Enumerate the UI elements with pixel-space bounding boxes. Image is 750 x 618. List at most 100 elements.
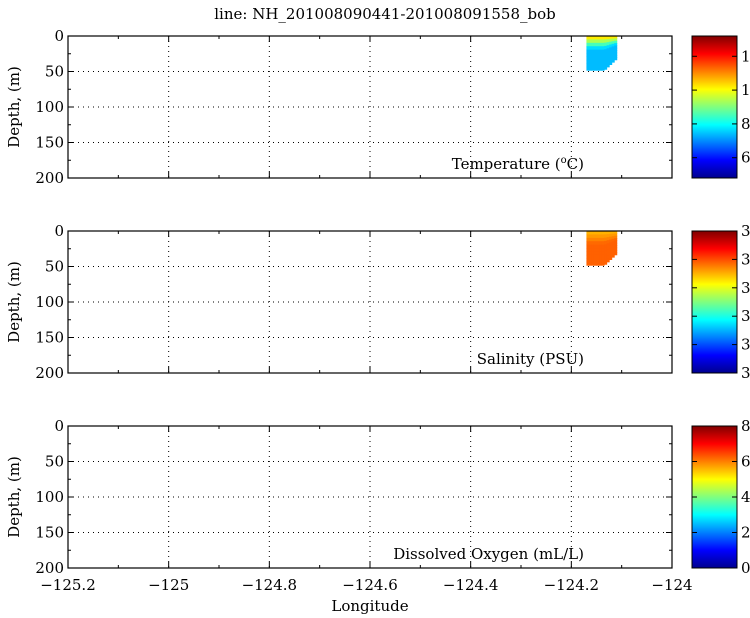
data-cell [609, 55, 613, 60]
data-cell [604, 42, 608, 47]
data-cell [614, 45, 618, 49]
data-cell [601, 231, 605, 236]
data-cell [611, 56, 615, 61]
data-cell [601, 258, 605, 263]
data-cell [599, 261, 603, 266]
data-cell [596, 59, 600, 64]
data-cell [604, 254, 608, 259]
data-cell [591, 36, 595, 41]
data-cell [611, 231, 615, 235]
data-cell [601, 63, 605, 68]
data-cell [614, 242, 618, 246]
data-cell [609, 41, 613, 46]
data-cell [586, 237, 590, 242]
data-cell [604, 45, 608, 50]
colorbar-tick-label: 8 [741, 417, 750, 435]
colorbar-tick-label: 31 [741, 336, 750, 354]
data-cell [606, 51, 610, 56]
data-cell [604, 36, 608, 40]
colorbar [691, 230, 738, 374]
data-cell [609, 253, 613, 258]
y-tick-label: 50 [45, 63, 64, 81]
data-cell [604, 247, 608, 252]
data-cell [586, 63, 590, 68]
data-cell [609, 47, 613, 51]
y-tick-label: 100 [35, 293, 64, 311]
data-cell [606, 63, 610, 68]
data-cell [588, 251, 593, 256]
data-cell [588, 234, 593, 239]
data-cell [611, 54, 615, 58]
data-cell [591, 56, 595, 61]
data-cell [611, 233, 615, 237]
panel-label-text: Temperature ( [452, 155, 561, 173]
data-cell [588, 231, 593, 236]
data-cell [591, 254, 595, 259]
data-cell [606, 48, 610, 52]
data-cell [601, 241, 605, 246]
y-axis-label: Depth, (m) [5, 66, 23, 148]
data-cell [591, 59, 595, 64]
colorbar-tick-label: 32 [741, 307, 750, 325]
data-cell [599, 248, 603, 253]
data-cell [599, 234, 603, 239]
y-tick-label: 200 [35, 559, 64, 577]
data-cell [611, 36, 615, 40]
data-cell [593, 258, 598, 263]
data-cell [586, 251, 590, 256]
data-cell [609, 44, 613, 48]
data-cell [586, 241, 590, 246]
data-cell [593, 248, 598, 253]
data-cell [604, 250, 608, 255]
data-cell [586, 59, 590, 64]
y-tick-label: 100 [35, 488, 64, 506]
data-cell [593, 46, 598, 51]
data-cell [609, 231, 613, 235]
data-cell [591, 49, 595, 54]
data-cell [588, 59, 593, 64]
data-cell [588, 254, 593, 259]
x-tick-label: −124.4 [443, 576, 499, 594]
data-cell [614, 47, 618, 51]
data-cell [606, 234, 610, 238]
data-cell [614, 52, 618, 56]
data-cell [601, 251, 605, 256]
data-cell [611, 38, 615, 42]
data-cell [609, 38, 613, 43]
data-cell [599, 237, 603, 242]
data-cell [611, 251, 615, 256]
colorbar-tick-label: 30 [741, 364, 750, 382]
y-tick-label: 0 [54, 27, 64, 45]
data-cell [596, 234, 600, 239]
data-cell [593, 53, 598, 58]
data-cell [606, 60, 610, 65]
panel-label: Temperature (oC) [452, 155, 584, 173]
data-cell [606, 258, 610, 263]
data-cell [614, 249, 618, 253]
data-cell [606, 243, 610, 247]
data-cell [609, 50, 613, 54]
data-cell [601, 59, 605, 64]
y-tick-label: 200 [35, 169, 64, 187]
data-cell [601, 66, 605, 71]
data-cell [614, 50, 618, 54]
colorbar [691, 35, 738, 179]
data-cell [606, 252, 610, 257]
data-cell [596, 53, 600, 58]
data-cell [609, 250, 613, 255]
colorbar-tick-label: 34 [741, 250, 750, 268]
data-cell [588, 49, 593, 54]
panel-label-superscript: o [561, 155, 567, 166]
data-cell [606, 249, 610, 254]
data-cell [586, 258, 590, 263]
data-cell [586, 56, 590, 61]
data-cell [601, 244, 605, 249]
data-cell [596, 36, 600, 41]
y-tick-label: 150 [35, 329, 64, 347]
data-cell [606, 246, 610, 251]
data-cell [591, 248, 595, 253]
data-cell [611, 244, 615, 248]
data-cell [599, 244, 603, 249]
data-cell [591, 261, 595, 266]
